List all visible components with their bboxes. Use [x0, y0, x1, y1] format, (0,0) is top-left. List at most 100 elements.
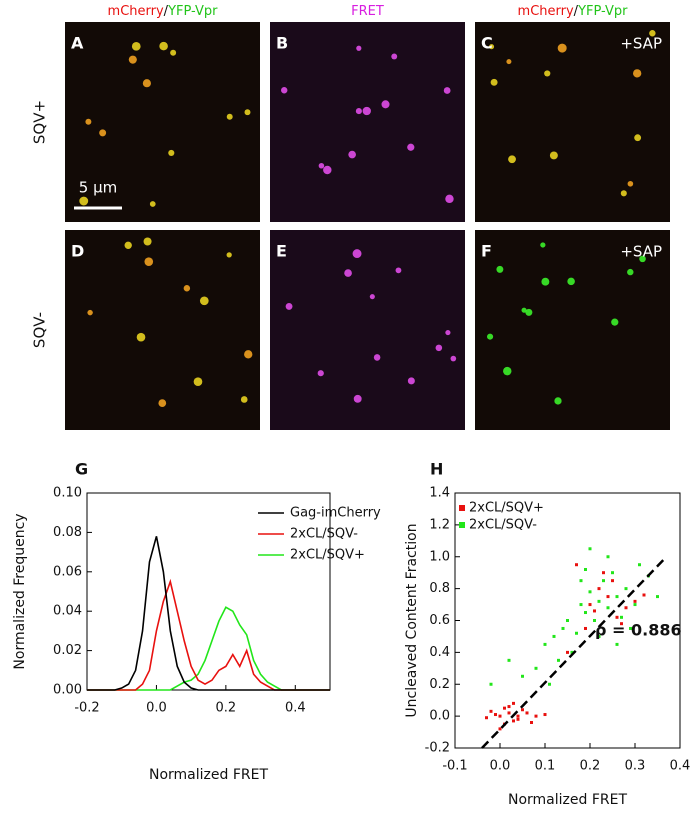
- y-tick-label: 0.04: [53, 604, 82, 619]
- header-part: FRET: [351, 4, 384, 19]
- scatter-point: [611, 571, 614, 575]
- x-tick-label: 0.1: [535, 759, 556, 774]
- column-header: FRET: [351, 4, 384, 19]
- scatter-point: [516, 717, 520, 721]
- particle: [567, 277, 575, 286]
- scatter-point: [624, 587, 628, 591]
- scatter-point: [593, 609, 596, 613]
- plot-frame: [86, 492, 331, 691]
- y-tick-label: 1.0: [429, 549, 450, 564]
- particle: [544, 70, 551, 77]
- particle: [128, 55, 137, 64]
- particle: [506, 59, 512, 65]
- particle: [490, 78, 498, 86]
- y-tick-label: 0.0: [429, 709, 450, 724]
- scatter-point: [552, 634, 556, 638]
- particle: [649, 30, 656, 37]
- particle: [318, 162, 325, 169]
- scatter-point: [606, 606, 610, 610]
- scatter-point: [606, 555, 610, 559]
- scatter-point: [525, 711, 529, 715]
- particle: [281, 87, 288, 94]
- particle: [348, 150, 356, 159]
- y-axis-title: Uncleaved Content Fraction: [404, 523, 420, 717]
- y-tick-label: 0.6: [429, 613, 450, 628]
- y-tick-label: 1.2: [429, 517, 450, 532]
- scatter-point: [638, 563, 641, 567]
- particle: [450, 355, 457, 362]
- scatter-point: [566, 650, 569, 654]
- scatter-point: [512, 719, 515, 723]
- particle: [487, 333, 494, 340]
- legend-label: 2xCL/SQV-: [469, 518, 537, 533]
- x-tick-label: 0.0: [146, 701, 167, 716]
- panel-letter: G: [75, 460, 88, 479]
- micrograph: [475, 22, 670, 222]
- scatter-point: [507, 658, 511, 662]
- particle: [620, 190, 627, 197]
- particle: [525, 308, 533, 316]
- particle: [633, 69, 642, 78]
- scatter-point: [620, 622, 623, 626]
- particle: [407, 377, 415, 385]
- particle: [540, 242, 546, 248]
- particle: [226, 113, 233, 120]
- x-tick-label: -0.1: [442, 759, 467, 774]
- x-tick-label: 0.0: [490, 759, 511, 774]
- scatter-point: [521, 674, 524, 678]
- scatter-point: [512, 701, 515, 705]
- micrograph: [475, 230, 670, 430]
- scatter-point: [602, 579, 605, 583]
- scatter-point: [620, 615, 623, 619]
- scatter-point: [615, 615, 619, 619]
- legend-swatch: [459, 505, 465, 511]
- particle: [391, 53, 398, 60]
- scatter-point: [642, 593, 646, 597]
- legend-swatch: [459, 522, 465, 528]
- y-tick-label: 0.08: [53, 525, 82, 540]
- scatter-point: [489, 709, 493, 713]
- particle: [99, 129, 107, 137]
- header-part: YFP-Vpr: [167, 4, 218, 19]
- particle: [193, 377, 203, 387]
- particle: [634, 134, 642, 142]
- scatter-point: [534, 714, 538, 718]
- scatter-point: [498, 727, 502, 731]
- micrograph: [270, 230, 465, 430]
- y-tick-label: 0.4: [429, 645, 450, 660]
- y-axis-title: Normalized Frequency: [12, 513, 28, 669]
- y-tick-label: 0.2: [429, 677, 450, 692]
- scatter-point: [566, 619, 569, 622]
- header-part: mCherry: [518, 4, 574, 19]
- scatter-point: [498, 714, 502, 718]
- particle: [611, 318, 619, 326]
- particle: [496, 265, 504, 273]
- scatter-point: [584, 626, 587, 630]
- particle: [170, 49, 177, 56]
- scatter-point: [557, 658, 560, 662]
- particle: [244, 109, 251, 116]
- scatter-point: [485, 716, 488, 720]
- scatter-point: [597, 599, 601, 603]
- particle: [443, 87, 451, 94]
- scatter-point: [575, 563, 578, 567]
- scatter-point: [615, 595, 619, 599]
- scatter-point: [579, 579, 583, 583]
- particle: [639, 255, 646, 263]
- scatter-point: [575, 631, 578, 635]
- panel-letter: C: [481, 34, 493, 53]
- particle: [144, 257, 154, 266]
- scatter-point: [516, 714, 520, 718]
- panel-letter: H: [430, 460, 443, 479]
- particle: [323, 165, 332, 175]
- scatter-point: [494, 713, 497, 717]
- panel-letter: F: [481, 242, 492, 261]
- treatment-label: +SAP: [620, 35, 662, 53]
- particle: [79, 196, 89, 206]
- particle: [435, 344, 443, 352]
- y-tick-label: 0.8: [429, 581, 450, 596]
- particle: [445, 194, 454, 204]
- scatter-point: [543, 713, 547, 717]
- panel-letter: A: [71, 34, 84, 53]
